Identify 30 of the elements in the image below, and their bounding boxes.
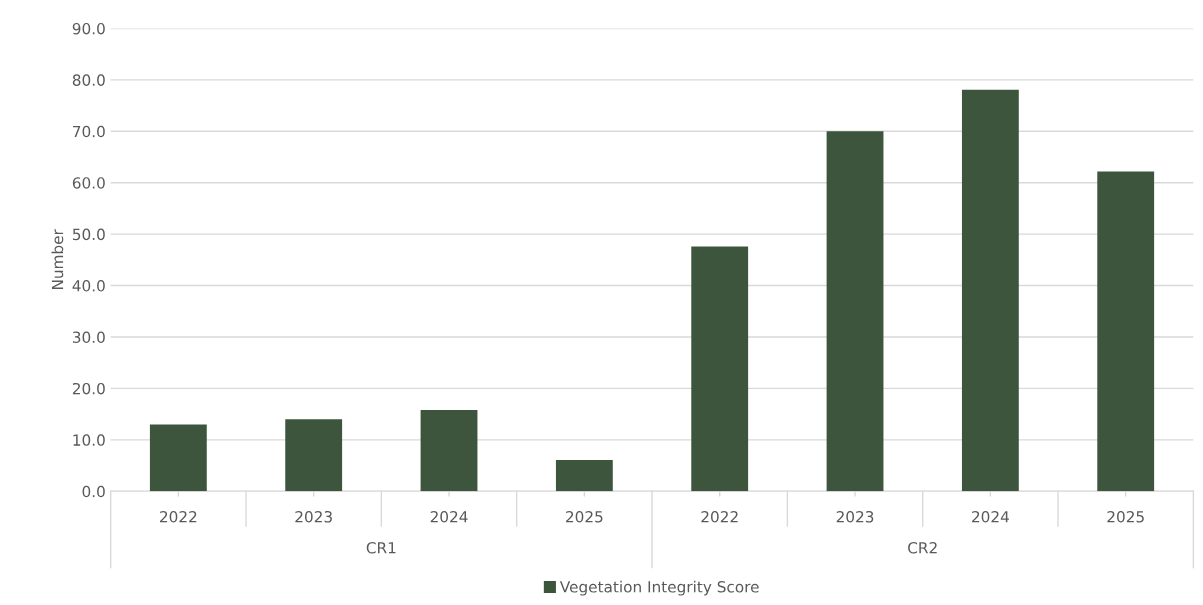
y-tick-label: 0.0 — [82, 485, 105, 498]
y-tick-label: 80.0 — [72, 74, 105, 86]
y-tick-label: 20.0 — [72, 382, 105, 395]
x-tick-label: 2025 — [1107, 510, 1144, 523]
text: CR1 — [366, 541, 396, 554]
x-tick-label: 2025 — [566, 510, 603, 523]
y-tick-label: 50.0 — [72, 228, 105, 241]
y-axis-title: Number — [51, 229, 64, 290]
bar — [1097, 171, 1155, 492]
x-tick-label: 2023 — [836, 510, 874, 523]
y-tick-label: 90.0 — [72, 22, 105, 35]
bar — [420, 410, 478, 492]
y-tick-label: 60.0 — [72, 177, 105, 189]
bar — [691, 246, 749, 492]
x-tick-label: 2023 — [295, 510, 332, 523]
x-tick-label: 2024 — [972, 510, 1009, 523]
bar — [285, 419, 343, 492]
bar — [961, 89, 1019, 492]
y-tick-label: 70.0 — [73, 125, 105, 138]
y-tick-label: 40.0 — [72, 280, 105, 292]
x-tick-label: 2024 — [430, 510, 468, 523]
x-tick-label: 2022 — [701, 510, 738, 523]
x-tick-label: 2022 — [160, 510, 197, 523]
text: CR2 — [908, 541, 937, 554]
bar — [826, 131, 884, 492]
y-tick-label: 10.0 — [73, 434, 105, 446]
bar — [555, 459, 613, 492]
legend-label: Vegetation Integrity Score — [559, 580, 759, 596]
bar — [149, 424, 207, 492]
y-tick-label: 30.0 — [72, 331, 105, 344]
